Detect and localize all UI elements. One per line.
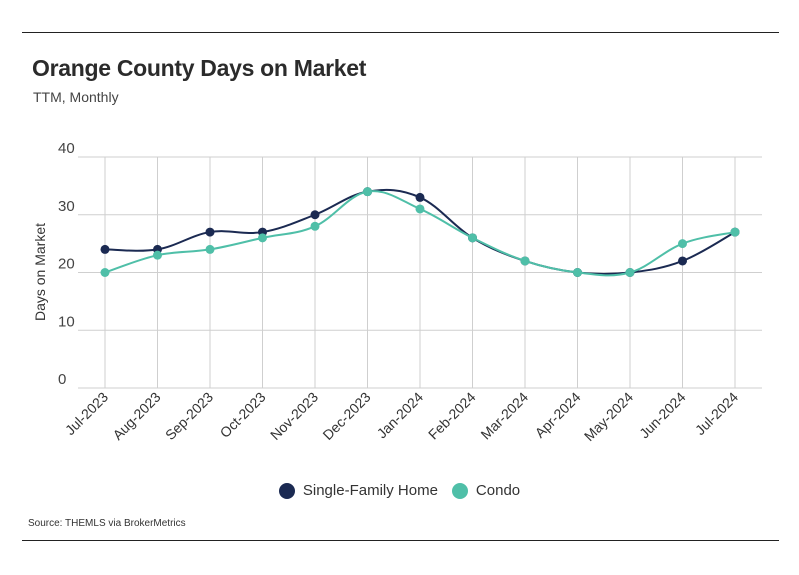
data-point-condo (730, 227, 740, 237)
y-tick-label: 20 (58, 256, 75, 273)
legend-swatch-single-family (278, 482, 295, 499)
y-axis-title: Days on Market (32, 223, 48, 321)
data-point-single-family (678, 256, 687, 266)
top-rule (22, 32, 779, 33)
x-tick-label: Aug-2023 (109, 389, 163, 443)
data-point-condo (468, 233, 477, 243)
y-tick-label: 0 (58, 371, 66, 388)
data-point-single-family (415, 192, 425, 202)
legend-label-single-family: Single-Family Home (302, 482, 438, 499)
data-point-condo (573, 268, 582, 277)
data-point-single-family (205, 227, 215, 237)
data-point-condo (363, 187, 372, 197)
source-note: Source: THEMLS via BrokerMetrics (28, 518, 186, 529)
x-tick-label: Jan-2024 (374, 389, 427, 442)
x-tick-label: May-2024 (581, 389, 636, 444)
x-tick-label: Feb-2024 (425, 389, 479, 443)
data-point-single-family (310, 210, 320, 220)
x-tick-label: Oct-2023 (217, 389, 269, 441)
data-point-condo (258, 233, 267, 243)
legend-item-condo[interactable]: Condo (451, 482, 521, 499)
data-point-condo (415, 204, 425, 214)
x-tick-label: Sep-2023 (162, 389, 216, 443)
y-tick-label: 30 (58, 198, 75, 215)
data-point-condo (520, 256, 530, 266)
chart-subtitle: TTM, Monthly (33, 89, 119, 105)
data-point-condo (205, 244, 215, 254)
x-tick-label: Jul-2024 (692, 389, 741, 438)
y-tick-label: 40 (58, 140, 75, 157)
legend: Single-Family Home Condo (0, 482, 799, 499)
data-point-condo (153, 250, 162, 260)
data-point-condo (100, 268, 110, 277)
y-tick-label: 10 (58, 313, 75, 330)
x-tick-label: Dec-2023 (319, 389, 373, 443)
x-tick-label: Jun-2024 (636, 389, 689, 442)
legend-label-condo: Condo (475, 482, 521, 499)
data-point-condo (310, 221, 320, 231)
legend-item-single-family[interactable]: Single-Family Home (278, 482, 438, 499)
bottom-rule (22, 540, 779, 541)
data-point-condo (678, 239, 687, 249)
x-tick-label: Nov-2023 (267, 389, 321, 443)
x-tick-label: Apr-2024 (532, 389, 584, 441)
legend-swatch-condo (451, 482, 468, 499)
x-tick-label: Mar-2024 (477, 389, 531, 443)
data-point-condo (625, 268, 635, 277)
data-point-single-family (100, 244, 110, 254)
x-tick-label: Jul-2023 (62, 389, 111, 438)
chart-title: Orange County Days on Market (32, 55, 367, 81)
